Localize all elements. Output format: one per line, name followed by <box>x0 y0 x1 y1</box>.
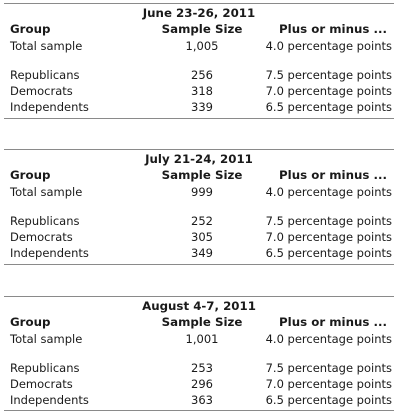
table-row-republicans: Republicans 252 7.5 percentage points <box>4 214 394 230</box>
header-margin: Plus or minus ... <box>279 168 387 182</box>
row-sample-size: 253 <box>191 361 213 375</box>
table-row-total: Total sample 1,005 4.0 percentage points <box>4 39 394 55</box>
row-sample-size: 296 <box>191 377 213 391</box>
row-margin: 7.5 percentage points <box>265 361 392 375</box>
table-period-title: August 4-7, 2011 <box>142 299 256 313</box>
sample-table-june: June 23-26, 2011 Group Sample Size Plus … <box>4 3 394 119</box>
table-row-independents: Independents 349 6.5 percentage points <box>4 246 394 262</box>
table-row-democrats: Democrats 296 7.0 percentage points <box>4 377 394 393</box>
row-margin: 4.0 percentage points <box>265 39 392 53</box>
row-margin: 4.0 percentage points <box>265 332 392 346</box>
table-row-republicans: Republicans 256 7.5 percentage points <box>4 68 394 84</box>
table-row-independents: Independents 339 6.5 percentage points <box>4 100 394 116</box>
row-sample-size: 339 <box>191 100 213 114</box>
row-margin: 4.0 percentage points <box>265 185 392 199</box>
header-sample-size: Sample Size <box>161 315 243 329</box>
sample-table-july: July 21-24, 2011 Group Sample Size Plus … <box>4 149 394 265</box>
row-sample-size: 305 <box>191 230 213 244</box>
row-group: Democrats <box>10 377 73 391</box>
row-group: Republicans <box>10 68 80 82</box>
row-sample-size: 999 <box>191 185 213 199</box>
row-group: Independents <box>10 246 89 260</box>
row-sample-size: 1,001 <box>185 332 219 346</box>
row-group: Republicans <box>10 361 80 375</box>
row-group: Total sample <box>10 185 83 199</box>
table-row-democrats: Democrats 318 7.0 percentage points <box>4 84 394 100</box>
table-row-republicans: Republicans 253 7.5 percentage points <box>4 361 394 377</box>
table-period-title: July 21-24, 2011 <box>145 152 253 166</box>
header-margin: Plus or minus ... <box>279 22 387 36</box>
row-group: Independents <box>10 100 89 114</box>
row-margin: 6.5 percentage points <box>265 246 392 260</box>
row-margin: 6.5 percentage points <box>265 100 392 114</box>
row-margin: 7.5 percentage points <box>265 214 392 228</box>
table-row-democrats: Democrats 305 7.0 percentage points <box>4 230 394 246</box>
header-sample-size: Sample Size <box>161 168 243 182</box>
sample-table-august: August 4-7, 2011 Group Sample Size Plus … <box>4 296 394 411</box>
row-sample-size: 256 <box>191 68 213 82</box>
row-group: Independents <box>10 393 89 407</box>
row-group: Democrats <box>10 230 73 244</box>
table-row-independents: Independents 363 6.5 percentage points <box>4 393 394 409</box>
row-sample-size: 252 <box>191 214 213 228</box>
row-margin: 7.0 percentage points <box>265 377 392 391</box>
row-margin: 7.5 percentage points <box>265 68 392 82</box>
row-group: Republicans <box>10 214 80 228</box>
header-group: Group <box>10 22 51 36</box>
row-group: Total sample <box>10 332 83 346</box>
row-group: Democrats <box>10 84 73 98</box>
table-row-total: Total sample 999 4.0 percentage points <box>4 185 394 201</box>
table-header-row: Group Sample Size Plus or minus ... <box>4 22 394 38</box>
table-period-title: June 23-26, 2011 <box>142 6 256 20</box>
row-margin: 7.0 percentage points <box>265 84 392 98</box>
table-header-row: Group Sample Size Plus or minus ... <box>4 315 394 331</box>
row-sample-size: 318 <box>191 84 213 98</box>
header-group: Group <box>10 315 51 329</box>
row-group: Total sample <box>10 39 83 53</box>
table-header-row: Group Sample Size Plus or minus ... <box>4 168 394 184</box>
table-row-total: Total sample 1,001 4.0 percentage points <box>4 332 394 348</box>
row-sample-size: 349 <box>191 246 213 260</box>
header-margin: Plus or minus ... <box>279 315 387 329</box>
row-sample-size: 363 <box>191 393 213 407</box>
row-sample-size: 1,005 <box>185 39 219 53</box>
row-margin: 7.0 percentage points <box>265 230 392 244</box>
header-sample-size: Sample Size <box>161 22 243 36</box>
header-group: Group <box>10 168 51 182</box>
row-margin: 6.5 percentage points <box>265 393 392 407</box>
